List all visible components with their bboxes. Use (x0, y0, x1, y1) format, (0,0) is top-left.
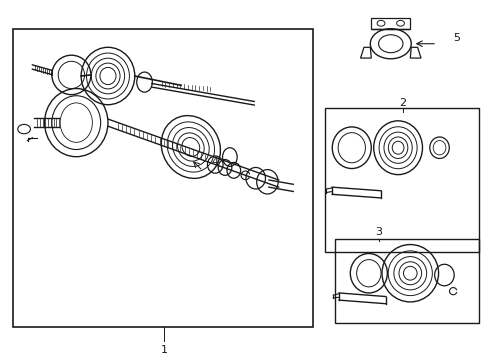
Bar (13, 30, 312, 327)
Text: 1: 1 (160, 345, 167, 355)
Text: 3: 3 (374, 227, 381, 237)
Text: 4: 4 (211, 157, 218, 167)
Text: 2: 2 (399, 98, 406, 108)
Bar (334, 239, 478, 323)
Bar (325, 108, 478, 252)
Text: 5: 5 (452, 33, 459, 43)
Bar (370, 18, 409, 29)
